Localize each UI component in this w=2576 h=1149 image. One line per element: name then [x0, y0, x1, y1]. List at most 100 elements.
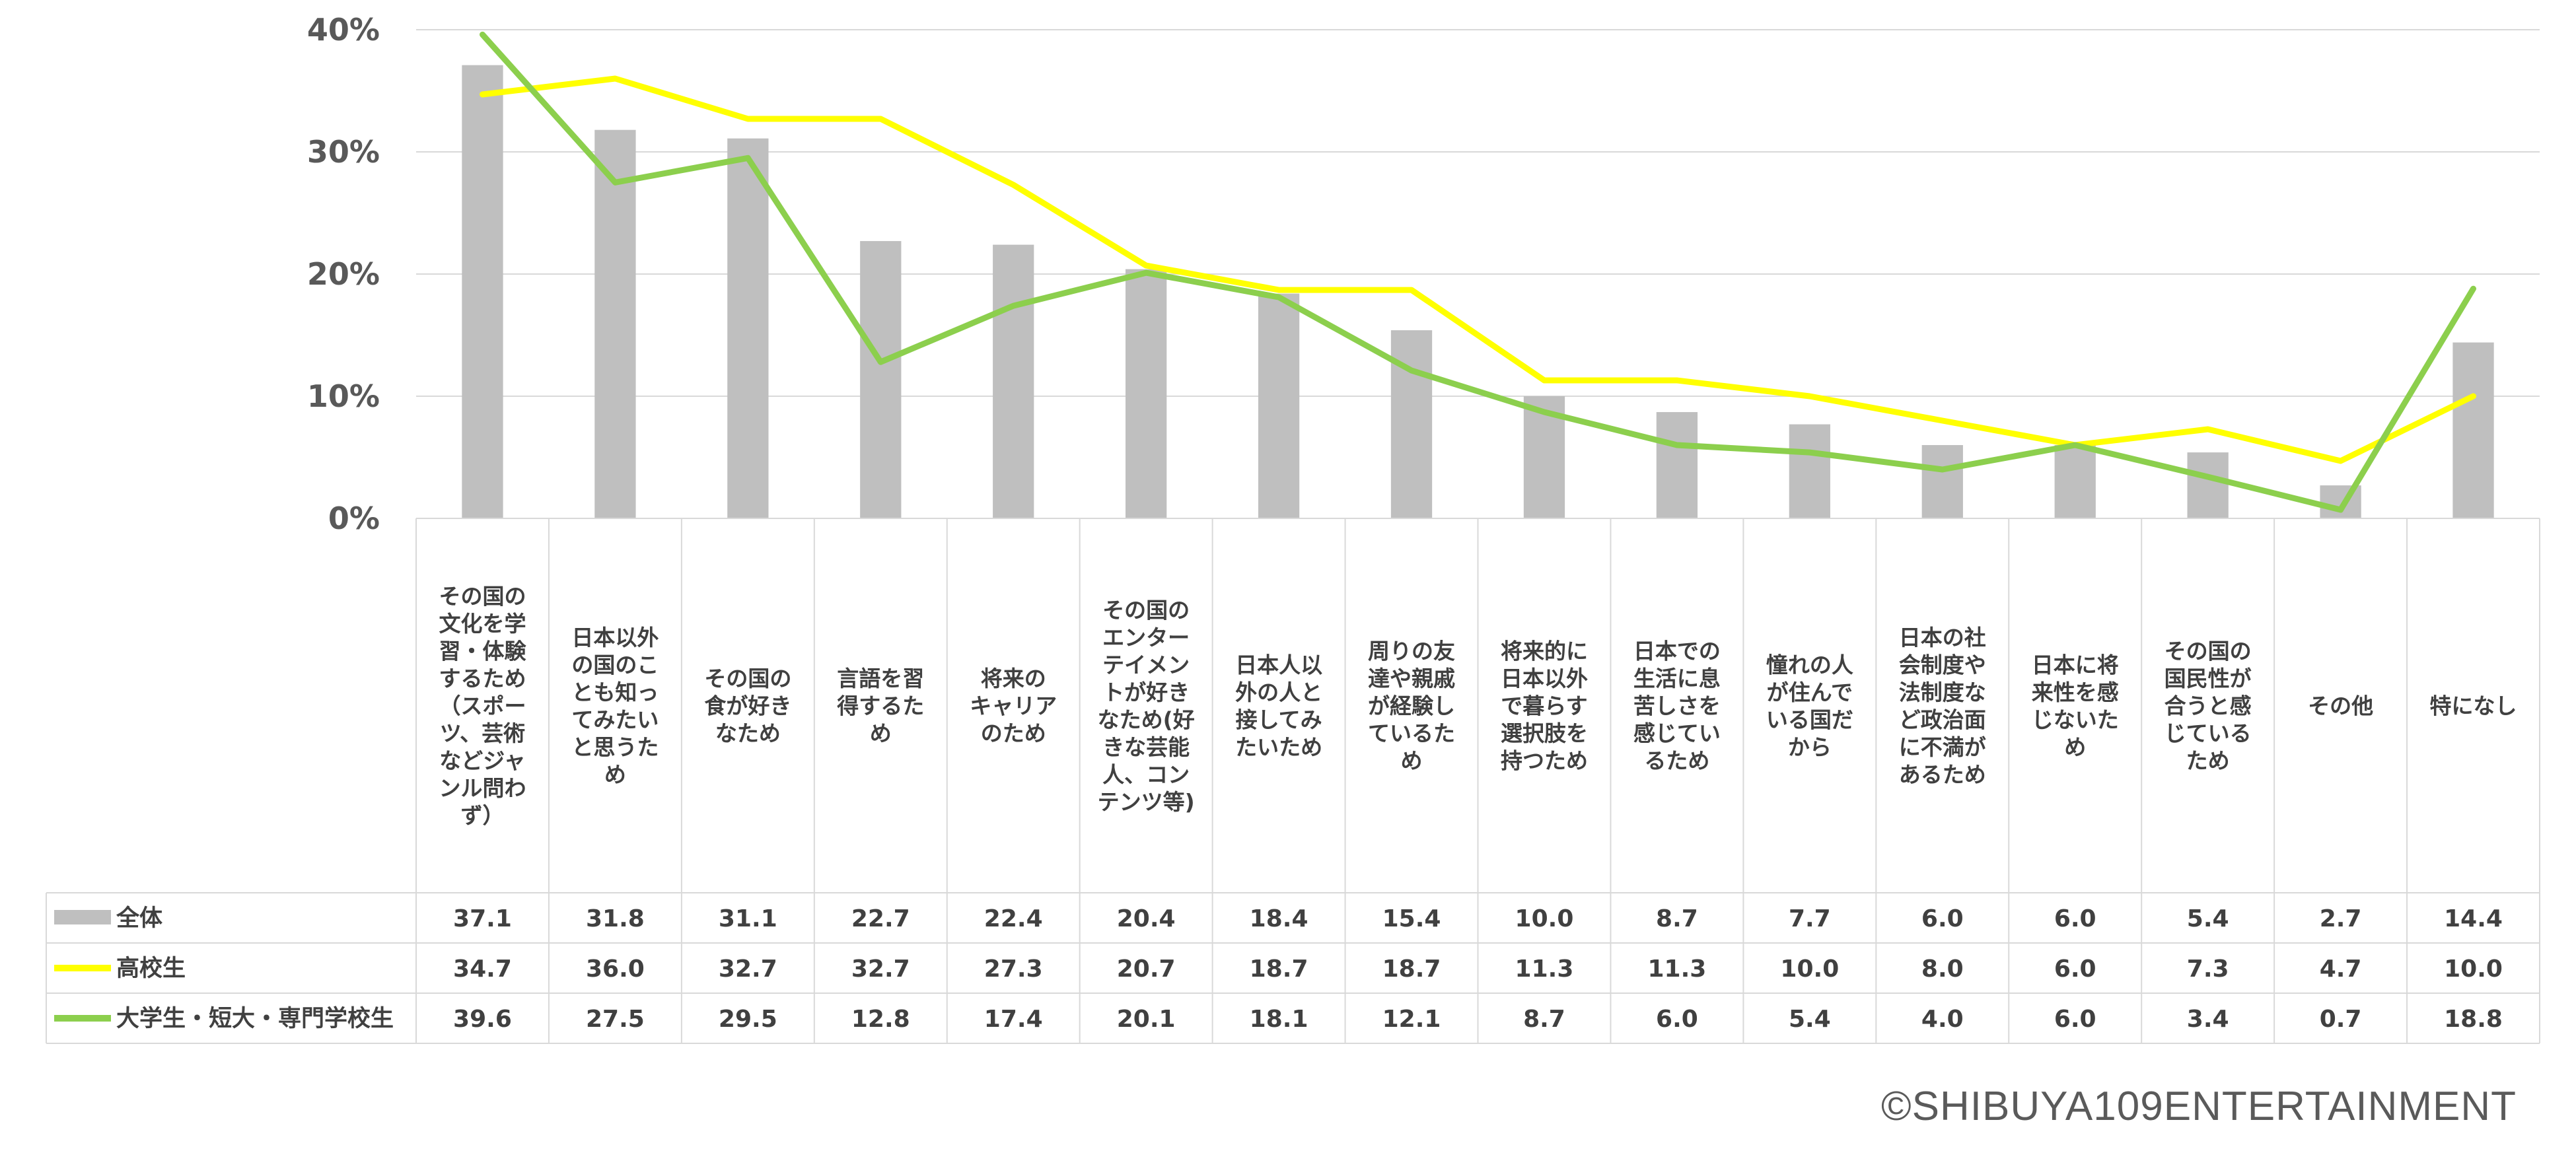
y-tick-label: 10% — [307, 378, 380, 414]
legend-label: 全体 — [116, 905, 162, 932]
data-label: 27.5 — [586, 1006, 645, 1033]
data-label: 17.4 — [984, 1006, 1043, 1033]
data-label: 3.4 — [2187, 1006, 2229, 1033]
data-label: 10.0 — [1780, 956, 1839, 983]
line-point — [2206, 427, 2209, 431]
data-label: 12.1 — [1382, 1006, 1441, 1033]
data-label: 18.7 — [1250, 956, 1308, 983]
line-point — [2472, 287, 2475, 291]
data-label: 32.7 — [719, 956, 777, 983]
data-label: 11.3 — [1647, 956, 1706, 983]
bar — [1921, 445, 1963, 518]
data-label: 22.7 — [851, 905, 910, 932]
x-category-label: その国の文化を学習・体験するため（スポーツ、芸術などジャンル問わず） — [439, 584, 526, 829]
bar — [1789, 424, 1830, 518]
data-label: 7.7 — [1789, 905, 1831, 932]
data-label: 15.4 — [1382, 905, 1441, 932]
y-tick-label: 20% — [307, 256, 380, 292]
line-point — [1277, 289, 1281, 292]
data-label: 6.0 — [2054, 956, 2096, 983]
data-label: 12.8 — [851, 1006, 910, 1033]
x-category-label: 日本の社会制度や法制度など政治面に不満があるため — [1899, 625, 1986, 788]
bar — [1126, 269, 1167, 518]
line-point — [1675, 444, 1678, 446]
x-category-label: 将来的に日本以外で暮らす選択肢を持つため — [1501, 639, 1588, 774]
line-point — [481, 93, 484, 96]
data-label: 10.0 — [2444, 956, 2503, 983]
y-tick-label: 40% — [307, 12, 380, 48]
line-point — [1542, 378, 1546, 382]
data-label: 22.4 — [984, 905, 1043, 932]
line-point — [879, 118, 882, 121]
line-point — [2073, 444, 2077, 446]
data-label: 37.1 — [453, 905, 512, 932]
x-category-label: その他 — [2308, 693, 2373, 719]
line-point — [1675, 378, 1678, 382]
data-label: 20.4 — [1117, 905, 1176, 932]
line-point — [1941, 419, 1944, 422]
bar — [993, 244, 1034, 518]
x-category-label: 将来のキャリアのため — [970, 666, 1057, 746]
line-point — [2206, 475, 2209, 479]
legend-label: 高校生 — [116, 956, 186, 982]
series-line — [480, 75, 2476, 464]
data-label: 34.7 — [453, 956, 512, 983]
line-point — [1410, 369, 1413, 372]
x-category-label: 日本に将来性を感じないため — [2032, 652, 2119, 760]
bar — [2054, 445, 2096, 518]
data-label: 20.1 — [1117, 1006, 1176, 1033]
line-point — [1941, 468, 1944, 471]
bar — [1656, 412, 1698, 518]
line-point — [2339, 460, 2342, 463]
line-point — [1808, 395, 1811, 398]
data-label: 39.6 — [453, 1006, 512, 1033]
x-category-label: 特になし — [2430, 693, 2517, 719]
data-label: 5.4 — [1789, 1006, 1831, 1033]
data-label: 10.0 — [1515, 905, 1574, 932]
line-point — [1410, 289, 1413, 292]
line-point — [2472, 395, 2475, 398]
x-category-label: 日本以外の国のことも知ってみたいと思うため — [571, 625, 659, 788]
data-label: 18.7 — [1382, 956, 1441, 983]
data-label: 36.0 — [586, 956, 645, 983]
data-label: 4.0 — [1921, 1006, 1964, 1033]
bar — [462, 65, 503, 518]
data-label: 7.3 — [2187, 956, 2229, 983]
data-label: 18.8 — [2444, 1006, 2503, 1033]
data-label: 31.1 — [719, 905, 777, 932]
data-label: 11.3 — [1515, 956, 1574, 983]
legend-label: 大学生・短大・専門学校生 — [116, 1005, 394, 1032]
data-label: 2.7 — [2320, 905, 2362, 932]
data-label: 14.4 — [2444, 905, 2503, 932]
x-category-label: その国のエンターテイメントが好きなため(好きな芸能人、コンテンツ等) — [1098, 597, 1195, 815]
data-label: 8.0 — [1921, 956, 1964, 983]
data-label: 6.0 — [2054, 1006, 2096, 1033]
series-line — [480, 31, 2476, 513]
line-point — [614, 181, 617, 184]
data-label: 6.0 — [2054, 905, 2096, 932]
line-point — [746, 157, 750, 160]
line-point — [2339, 508, 2342, 512]
line-point — [1012, 183, 1015, 186]
bar — [2452, 342, 2494, 518]
line-point — [1542, 411, 1546, 414]
data-label: 18.1 — [1250, 1006, 1308, 1033]
line-point — [1145, 264, 1148, 267]
data-label: 6.0 — [1921, 905, 1964, 932]
data-label: 27.3 — [984, 956, 1043, 983]
line-point — [614, 77, 617, 80]
bar — [860, 241, 902, 518]
line-point — [879, 361, 882, 364]
data-label: 5.4 — [2187, 905, 2229, 932]
x-category-label: 言語を習得するため — [836, 666, 924, 746]
y-tick-label: 30% — [307, 134, 380, 170]
bar — [1258, 293, 1300, 518]
bar — [594, 129, 636, 518]
line-point — [1145, 271, 1148, 275]
y-tick-label: 0% — [328, 501, 380, 536]
legend-key-bar — [54, 910, 111, 924]
x-category-label: 周りの友達や親戚が経験しているため — [1368, 639, 1455, 774]
data-label: 4.7 — [2320, 956, 2362, 983]
line-point — [1808, 451, 1811, 454]
line-point — [1012, 304, 1015, 308]
